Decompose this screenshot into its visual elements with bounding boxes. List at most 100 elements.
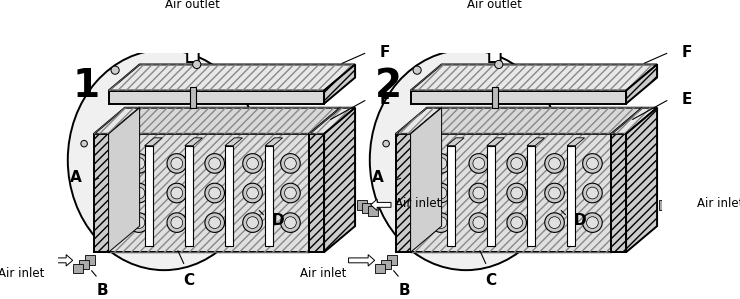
Text: D: D <box>272 213 284 228</box>
Text: Air outlet: Air outlet <box>166 0 221 10</box>
Text: Air outlet: Air outlet <box>468 0 522 10</box>
Circle shape <box>246 158 258 169</box>
Circle shape <box>435 158 447 169</box>
Polygon shape <box>109 91 324 104</box>
Polygon shape <box>109 108 140 252</box>
Bar <box>85 255 95 265</box>
Bar <box>487 146 495 246</box>
Text: A: A <box>70 170 81 184</box>
Circle shape <box>81 140 87 147</box>
Polygon shape <box>396 108 442 134</box>
Circle shape <box>133 187 145 199</box>
Bar <box>73 264 84 273</box>
Circle shape <box>167 183 186 203</box>
Polygon shape <box>225 138 243 146</box>
Polygon shape <box>309 108 355 134</box>
Bar <box>381 260 391 269</box>
Circle shape <box>280 213 300 232</box>
Polygon shape <box>527 138 545 146</box>
Polygon shape <box>109 108 340 134</box>
Circle shape <box>413 66 421 74</box>
Circle shape <box>246 217 258 228</box>
Circle shape <box>473 158 485 169</box>
Text: 2: 2 <box>374 67 402 105</box>
Circle shape <box>511 187 522 199</box>
Circle shape <box>205 154 224 173</box>
Circle shape <box>507 154 526 173</box>
Polygon shape <box>411 108 442 252</box>
Polygon shape <box>265 138 283 146</box>
Circle shape <box>129 213 149 232</box>
Bar <box>527 146 535 246</box>
Circle shape <box>133 158 145 169</box>
Polygon shape <box>371 199 391 210</box>
Polygon shape <box>486 17 504 62</box>
Text: E: E <box>380 92 390 107</box>
Circle shape <box>285 158 296 169</box>
Polygon shape <box>673 199 693 210</box>
Circle shape <box>111 66 119 74</box>
Polygon shape <box>145 138 162 146</box>
Polygon shape <box>349 255 374 266</box>
Circle shape <box>129 154 149 173</box>
Polygon shape <box>411 226 642 252</box>
Bar <box>447 146 455 246</box>
Circle shape <box>582 154 602 173</box>
Circle shape <box>507 183 526 203</box>
Ellipse shape <box>370 50 562 270</box>
Polygon shape <box>109 134 309 252</box>
Circle shape <box>209 158 221 169</box>
Circle shape <box>167 154 186 173</box>
Polygon shape <box>309 134 324 252</box>
Circle shape <box>280 183 300 203</box>
Circle shape <box>548 217 560 228</box>
Circle shape <box>545 154 565 173</box>
Text: A: A <box>372 170 383 184</box>
Polygon shape <box>94 134 109 252</box>
Circle shape <box>209 187 221 199</box>
Circle shape <box>587 158 599 169</box>
Polygon shape <box>626 108 657 252</box>
Circle shape <box>507 213 526 232</box>
Polygon shape <box>611 108 642 252</box>
Polygon shape <box>447 138 464 146</box>
Bar <box>665 203 674 213</box>
Circle shape <box>246 187 258 199</box>
Circle shape <box>582 183 602 203</box>
Text: Air inlet: Air inlet <box>697 197 740 210</box>
Text: F: F <box>380 45 390 60</box>
Circle shape <box>511 158 522 169</box>
Bar <box>185 146 193 246</box>
Circle shape <box>129 183 149 203</box>
Polygon shape <box>411 65 657 91</box>
Text: Air inlet: Air inlet <box>395 197 442 210</box>
Circle shape <box>171 217 183 228</box>
Circle shape <box>473 217 485 228</box>
Circle shape <box>171 158 183 169</box>
Circle shape <box>548 158 560 169</box>
Circle shape <box>431 183 451 203</box>
Circle shape <box>431 213 451 232</box>
Polygon shape <box>47 255 73 266</box>
Text: D: D <box>574 213 586 228</box>
Polygon shape <box>396 134 411 252</box>
Circle shape <box>435 187 447 199</box>
Text: F: F <box>682 45 692 60</box>
Circle shape <box>435 217 447 228</box>
Circle shape <box>209 217 221 228</box>
Bar <box>491 87 498 108</box>
Circle shape <box>587 217 599 228</box>
Text: C: C <box>184 273 195 288</box>
Polygon shape <box>567 138 585 146</box>
Circle shape <box>545 183 565 203</box>
Polygon shape <box>611 108 657 134</box>
Text: B: B <box>96 283 108 298</box>
Circle shape <box>285 217 296 228</box>
Polygon shape <box>109 226 340 252</box>
Polygon shape <box>487 138 504 146</box>
Bar <box>670 207 680 216</box>
Polygon shape <box>109 65 355 91</box>
Bar <box>145 146 153 246</box>
Bar <box>567 146 575 246</box>
Ellipse shape <box>68 50 260 270</box>
